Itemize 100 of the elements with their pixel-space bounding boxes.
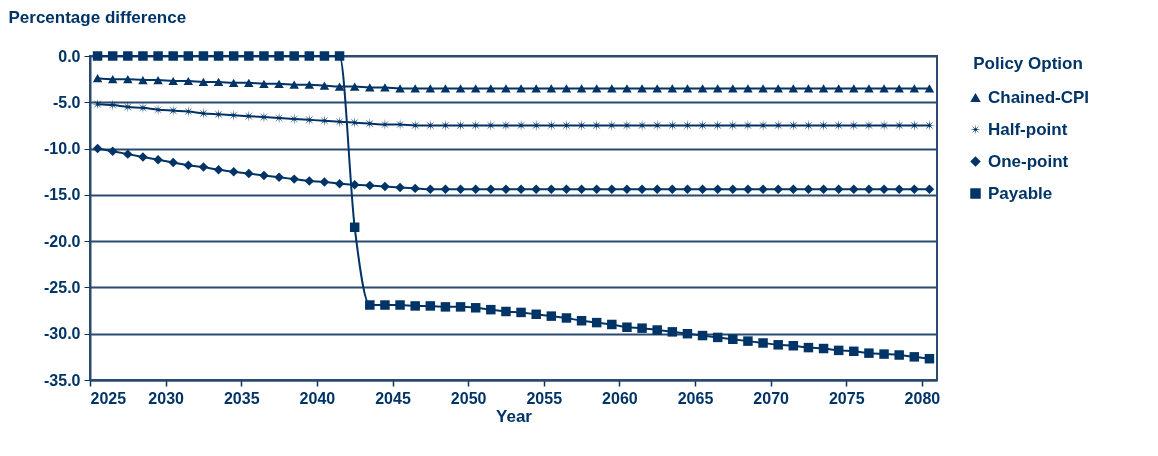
y-tick-label: -35.0 [44,371,81,389]
point [425,301,436,311]
point [349,222,360,232]
point [289,80,299,89]
point [395,84,405,93]
point [712,332,723,343]
point [697,184,708,195]
point [470,303,481,313]
point [773,184,783,195]
x-tick-label: 2035 [223,389,260,407]
x-axis-title: Year [496,406,533,426]
point [470,184,481,195]
point [213,51,224,61]
point [410,301,420,311]
point [818,184,829,195]
point [849,346,859,357]
point [531,84,541,93]
point [486,84,496,93]
point [395,182,405,193]
point [637,323,647,333]
point [576,316,587,326]
point [395,300,405,310]
point [712,84,723,93]
point [652,325,662,335]
point [833,184,844,195]
point [561,84,572,93]
point [470,84,481,93]
point [728,334,738,345]
point [334,51,345,61]
point [198,162,209,172]
point [516,184,526,195]
y-tick-label: -30.0 [44,325,81,343]
point [425,84,436,93]
point [803,342,814,353]
point [274,79,284,88]
point [576,84,587,93]
point [365,300,375,310]
point [138,51,148,61]
point [92,143,103,154]
point [667,84,678,93]
point [304,80,315,89]
x-tick-label: 2050 [450,389,487,407]
point [924,353,935,364]
legend-title: Policy Option [973,54,1083,73]
point [259,79,269,88]
point [304,51,315,61]
point [123,75,133,84]
y-tick-label: -15.0 [44,186,81,204]
point [455,84,466,93]
point [894,184,904,195]
point [259,51,269,61]
point [758,338,768,348]
point [743,84,753,93]
point [637,184,647,195]
x-tick-label: 2045 [375,389,411,407]
y-tick-label: -25.0 [44,278,81,296]
point [607,184,617,195]
point [516,307,526,318]
point [682,84,693,93]
point [924,184,935,195]
point [319,51,330,61]
point [107,146,118,157]
point [455,184,466,195]
point [546,84,557,93]
point [259,170,269,181]
point [228,51,239,61]
point [153,154,163,165]
point [244,51,254,61]
point [622,322,632,332]
point [319,81,330,90]
point [833,84,844,93]
point [682,328,693,339]
point [728,84,738,93]
x-tick-label: 2030 [148,389,185,407]
point [773,84,783,93]
point [334,82,345,91]
point [183,51,194,61]
point [818,343,829,354]
point [440,302,451,312]
point [788,341,799,351]
legend-label: One-point [988,151,1069,171]
point [637,84,647,93]
point [501,306,511,317]
point [546,311,557,321]
point [410,183,420,194]
point [667,184,678,195]
point [274,172,284,183]
point [546,184,557,195]
point [380,181,390,192]
y-tick-label: -5.0 [52,93,81,111]
point [531,309,541,320]
point [486,184,496,195]
point [879,349,889,359]
point [380,300,390,310]
point [864,184,874,195]
x-tick-label: 2040 [299,389,336,407]
point [138,75,148,85]
point [123,149,133,159]
point [365,180,375,191]
point [743,336,753,346]
